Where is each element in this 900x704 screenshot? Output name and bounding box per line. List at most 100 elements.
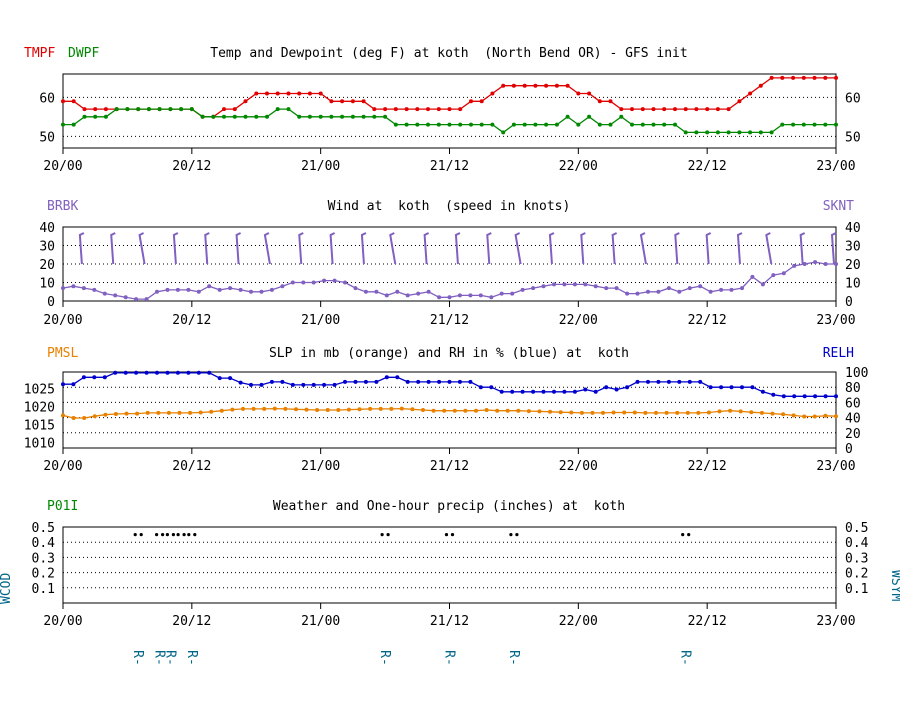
tmpf-point <box>619 107 624 112</box>
wind-ytick-right: 30 <box>845 240 861 255</box>
tmpf-point <box>254 91 259 96</box>
tmpf-point <box>103 107 108 112</box>
dwpf-point <box>426 122 430 127</box>
relh-point <box>92 375 97 380</box>
relh-ytick: 80 <box>845 381 861 396</box>
dwpf-point <box>608 122 613 127</box>
sknt-label: SKNT <box>823 199 854 214</box>
tmpf-point <box>544 83 549 88</box>
dwpf-point <box>179 107 184 112</box>
relh-point <box>499 389 504 394</box>
tmpf-point <box>662 107 667 112</box>
relh-point <box>792 394 797 399</box>
dwpf-point <box>791 122 796 127</box>
pmsl-point <box>601 410 605 415</box>
dwpf-point <box>630 122 634 127</box>
pmsl-point <box>166 410 171 415</box>
relh-point <box>416 379 421 384</box>
sknt-point <box>625 291 630 296</box>
pmsl-point <box>336 408 341 412</box>
tmpf-point <box>458 107 463 112</box>
precip-ytick-right: 0.2 <box>845 567 868 582</box>
relh-point <box>593 389 598 394</box>
dwpf-point <box>758 130 763 135</box>
weather-marker <box>681 533 685 537</box>
pmsl-point <box>241 406 245 411</box>
relh-point <box>134 370 139 375</box>
dwpf-line <box>63 108 836 134</box>
tmpf-point <box>404 107 409 112</box>
sknt-point <box>217 287 222 292</box>
temp-xtick-label: 20/12 <box>172 159 211 174</box>
relh-point <box>771 392 776 397</box>
sknt-point <box>666 286 671 291</box>
relh-point <box>541 389 546 394</box>
dwpf-point <box>146 107 151 112</box>
tmpf-point <box>640 107 645 112</box>
sknt-point <box>123 295 128 300</box>
pmsl-point <box>177 410 182 415</box>
precip-frame <box>62 526 837 604</box>
precip-xtick-label: 21/12 <box>430 614 469 629</box>
pmsl-point <box>357 407 362 412</box>
dwpf-point <box>71 122 76 127</box>
temp-xtick-label: 21/12 <box>430 159 469 174</box>
pmsl-point <box>654 410 658 415</box>
sknt-point <box>677 289 682 294</box>
tmpf-point <box>758 83 763 88</box>
tmpf-point <box>350 99 355 104</box>
dwpf-point <box>114 107 119 112</box>
wind-xtick-label: 20/12 <box>172 313 211 328</box>
tmpf-point <box>393 107 398 112</box>
relh-point <box>468 379 473 384</box>
wind-barb <box>263 232 271 265</box>
sknt-point <box>531 286 536 291</box>
tmpf-point <box>780 75 785 80</box>
dwpf-point <box>404 122 409 127</box>
relh-point <box>301 382 306 387</box>
weather-code: R- <box>506 650 521 666</box>
dwpf-point <box>383 114 388 119</box>
wind-barb <box>611 232 618 265</box>
tmpf-point <box>469 99 473 104</box>
pmsl-point <box>156 410 161 415</box>
relh-point <box>269 379 274 384</box>
precip-xtick-label: 20/12 <box>172 614 211 629</box>
wind-barb <box>110 232 116 265</box>
pmsl-point <box>643 410 648 415</box>
tmpf-point <box>265 91 269 96</box>
wind-xtick-label: 22/12 <box>688 313 727 328</box>
relh-point <box>186 370 191 375</box>
sknt-point <box>155 289 159 294</box>
precip-chart-title: Weather and One-hour precip (inches) at … <box>273 499 625 514</box>
sknt-point <box>322 278 327 283</box>
dwpf-point <box>737 130 742 135</box>
pmsl-point <box>516 408 521 413</box>
wind-barb <box>639 232 647 265</box>
temp-xtick-label: 20/00 <box>43 159 82 174</box>
sknt-point <box>311 280 316 285</box>
sknt-point <box>708 289 713 294</box>
relh-point <box>635 379 640 384</box>
sknt-point <box>499 291 504 296</box>
tmpf-point <box>436 107 441 112</box>
precip-xtick-label: 22/00 <box>559 614 598 629</box>
sknt-point <box>635 291 640 296</box>
dwpf-point <box>103 114 108 119</box>
slp-chart-title: SLP in mb (orange) and RH in % (blue) at… <box>269 346 629 361</box>
precip-panel: 20/00 20/12 21/00 21/12 22/00 22/12 23/000.1 0.… <box>32 521 869 666</box>
dwpf-point <box>726 130 731 135</box>
pmsl-point <box>219 408 224 413</box>
relh-point <box>343 379 347 384</box>
pmsl-point <box>145 410 150 415</box>
slp-xtick-label: 23/00 <box>816 459 855 474</box>
pmsl-point <box>622 410 627 415</box>
weather-marker <box>380 533 384 537</box>
temp-xtick-label: 22/00 <box>559 159 598 174</box>
wind-barb <box>138 232 146 265</box>
pmsl-point <box>188 410 193 415</box>
pmsl-point <box>82 416 87 420</box>
dwpf-point <box>307 114 312 119</box>
relh-point <box>729 385 734 390</box>
pmsl-point <box>92 414 97 419</box>
